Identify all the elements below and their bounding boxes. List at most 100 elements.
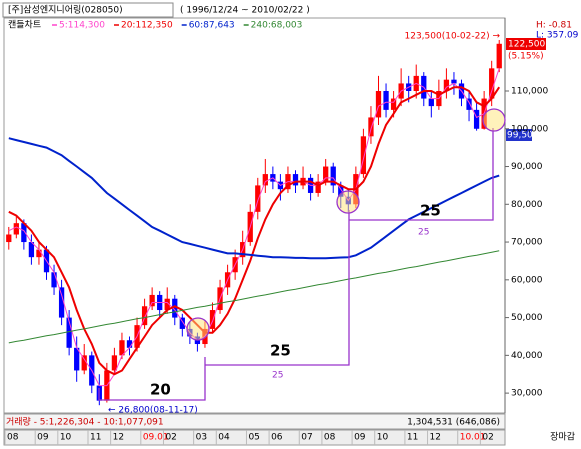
- candle-body: [126, 340, 133, 348]
- bracket-label: 20: [150, 381, 171, 399]
- candle-body: [255, 185, 261, 212]
- bracket-small-label: 25: [418, 228, 429, 238]
- candle-body: [383, 90, 389, 110]
- y-tick-label: 30,000: [511, 389, 543, 399]
- x-tick-label: 08: [324, 433, 336, 443]
- candle-body: [330, 166, 336, 186]
- candle-body: [443, 79, 450, 91]
- legend-title: 캔들차트: [8, 19, 41, 31]
- bracket: [349, 128, 494, 221]
- highlight-circle: [482, 108, 506, 132]
- candle-body: [172, 298, 178, 318]
- candle-body: [149, 294, 155, 307]
- price-tag: [506, 38, 546, 50]
- bracket-label: 25: [270, 342, 291, 360]
- candle-body: [51, 272, 57, 288]
- x-tick-label: 10: [60, 433, 72, 443]
- x-tick-label: 08: [7, 433, 19, 443]
- candle-body: [81, 355, 87, 371]
- candle-body: [375, 90, 382, 118]
- x-tick-label: 02: [165, 433, 176, 443]
- low-note: ← 26,800(08-11-17): [108, 406, 198, 416]
- volume-value: 1,304,531 (646,086): [407, 418, 500, 428]
- candle-body: [360, 136, 367, 175]
- bracket: [205, 210, 350, 366]
- status: 장마감: [550, 431, 575, 443]
- candle-body: [66, 317, 72, 348]
- candle-body: [119, 340, 125, 356]
- candle-body: [6, 234, 12, 243]
- candle-body: [209, 310, 216, 329]
- x-tick-label: 06: [271, 433, 283, 443]
- legend-label: 240:68,003: [251, 21, 303, 31]
- candle-body: [428, 98, 434, 107]
- candle-body: [141, 306, 148, 326]
- high-note: 123,500(10-02-22) →: [405, 32, 501, 42]
- title-box: [2, 2, 174, 18]
- x-tick-label: 04: [218, 433, 230, 443]
- x-tick-label: 09.01: [143, 433, 169, 443]
- bracket-small-label: 25: [272, 371, 283, 381]
- candle-body: [36, 249, 42, 258]
- annotations: [98, 108, 506, 401]
- x-tick-label: 05: [248, 433, 259, 443]
- highlight-circle: [186, 317, 210, 341]
- legend: 캔들차트: [8, 19, 41, 31]
- bracket: [98, 357, 206, 401]
- x-tick-label: 09: [37, 433, 49, 443]
- candle-body: [466, 98, 472, 110]
- volume-panel: [3, 413, 506, 430]
- x-tick-label: 10: [377, 433, 389, 443]
- candle-body: [292, 174, 299, 186]
- candle-body: [179, 317, 185, 329]
- legend-label: 60:87,643: [189, 21, 235, 31]
- x-tick-label: 09: [354, 433, 366, 443]
- x-tick-label: 12: [430, 433, 441, 443]
- x-tick-label: 02: [482, 433, 493, 443]
- y-tick-label: 100,000: [511, 124, 548, 134]
- ma-line: [8, 137, 500, 260]
- volume-label: 거래량 - 5:1,226,304 - 10:1,077,091: [6, 416, 164, 428]
- chart-subtitle: ( 1996/12/24 ~ 2010/02/22 ): [180, 6, 310, 16]
- ma-line: [8, 86, 501, 376]
- marker-price: 99,500: [507, 131, 539, 141]
- marker-tag: [506, 129, 532, 141]
- candle-body: [390, 98, 397, 110]
- candle-body: [58, 287, 65, 318]
- y-tick-label: 40,000: [511, 351, 543, 361]
- y-tick-label: 80,000: [511, 200, 543, 210]
- candle-body: [74, 347, 80, 371]
- x-tick-label: 11: [90, 433, 101, 443]
- bracket-label: 25: [420, 202, 441, 220]
- y-tick-label: 60,000: [511, 275, 543, 285]
- plot: [6, 40, 502, 406]
- candle-body: [111, 355, 118, 371]
- x-tick-label: 11: [407, 433, 418, 443]
- candle-body: [315, 181, 321, 193]
- legend-label: 20:112,350: [121, 21, 173, 31]
- y-tick-label: 50,000: [511, 313, 543, 323]
- x-tick-label: 10.01: [460, 433, 486, 443]
- legend-label: 5:114,300: [59, 21, 105, 31]
- candle-body: [368, 117, 374, 137]
- candle-body: [451, 79, 457, 84]
- x-tick-label: 07: [301, 433, 312, 443]
- candle-body: [262, 174, 268, 186]
- x-tick-label: 12: [113, 433, 124, 443]
- candle-body: [13, 223, 19, 235]
- candle-body: [21, 223, 27, 243]
- chart-title: [주]삼성엔지니어링(028050): [8, 4, 123, 16]
- x-tick-label: 03: [196, 433, 207, 443]
- ma-line: [8, 250, 500, 344]
- change: (5.15%): [508, 52, 544, 62]
- last-price: 122,500: [508, 40, 545, 50]
- y-tick-label: 70,000: [511, 238, 543, 248]
- y-tick-label: 110,000: [511, 86, 548, 96]
- y-tick-label: 90,000: [511, 162, 543, 172]
- candle-body: [473, 109, 480, 129]
- candle-body: [28, 242, 35, 258]
- x-axis-panel: [3, 429, 506, 446]
- l-label: L: 357.09: [536, 31, 579, 41]
